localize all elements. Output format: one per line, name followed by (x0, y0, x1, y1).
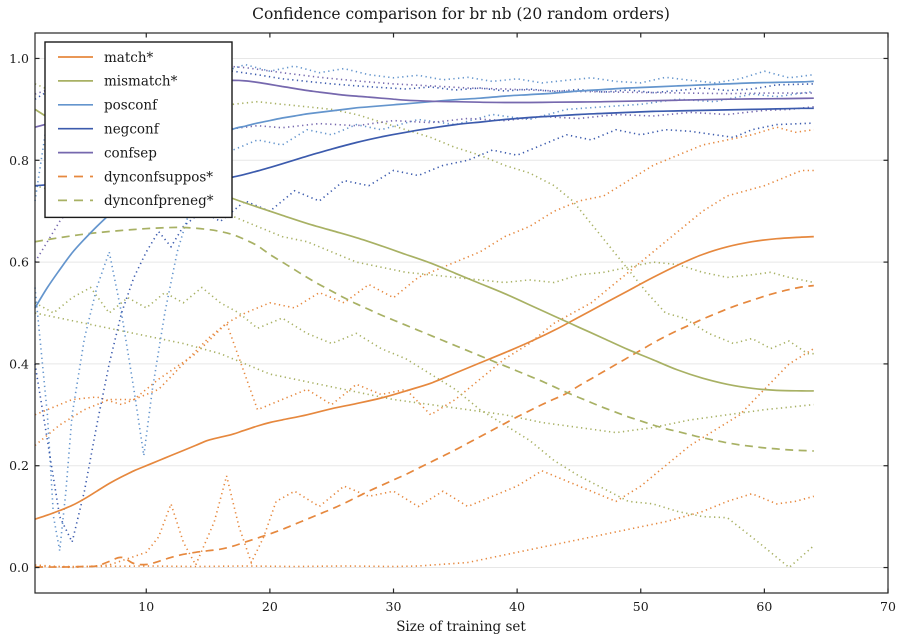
series-confsep-max (34, 63, 814, 95)
x-tick-label: 70 (880, 599, 896, 614)
x-axis-label: Size of training set (396, 619, 526, 635)
series-dynconfpreneg (34, 226, 814, 452)
series-match-max (34, 126, 814, 447)
series-match-min (34, 347, 815, 569)
x-tick-label: 50 (633, 599, 649, 614)
legend-item-label: mismatch* (104, 74, 178, 90)
series-mismatch-max (34, 83, 814, 355)
y-tick-label: 0.2 (9, 458, 29, 473)
legend-item-label: posconf (104, 98, 158, 114)
x-tick-label: 60 (756, 599, 772, 614)
x-tick-label: 10 (138, 599, 154, 614)
legend: match* mismatch* posconf negconf confsep dync… (44, 41, 233, 219)
series-mismatch-min (34, 286, 815, 569)
plot-border (34, 32, 889, 594)
legend-item-label: confsep (104, 145, 157, 161)
legend-item-label: match* (104, 50, 154, 66)
legend-item-label: dynconfpreneg* (104, 193, 214, 209)
chart-title: Confidence comparison for br nb (20 rand… (252, 5, 670, 23)
legend-item-label: negconf (104, 122, 160, 138)
x-tick-label: 30 (386, 599, 402, 614)
legend-item-label: dynconfsuppos* (104, 169, 213, 185)
series-dynconfpreneg-min (34, 312, 814, 434)
x-tick-label: 40 (509, 599, 525, 614)
series-match (34, 235, 814, 520)
series-negconf-min (34, 122, 814, 545)
series-posconf-min (34, 90, 814, 551)
series-negconf-max (34, 70, 814, 100)
y-tick-label: 0.4 (9, 356, 29, 371)
axes: 10 20 30 40 50 60 70 0.0 0.2 0.4 0.6 0.8 1.0 (9, 32, 896, 614)
y-tick-label: 0.8 (9, 153, 29, 168)
y-tick-label: 0.6 (9, 255, 29, 270)
x-tick-label: 20 (262, 599, 278, 614)
series-dynconfsuppos-min (35, 492, 815, 568)
series-dynconfsuppos (34, 284, 814, 568)
legend-box (44, 41, 233, 219)
y-tick-label: 1.0 (9, 51, 29, 66)
y-tick-label: 0.0 (9, 560, 29, 575)
